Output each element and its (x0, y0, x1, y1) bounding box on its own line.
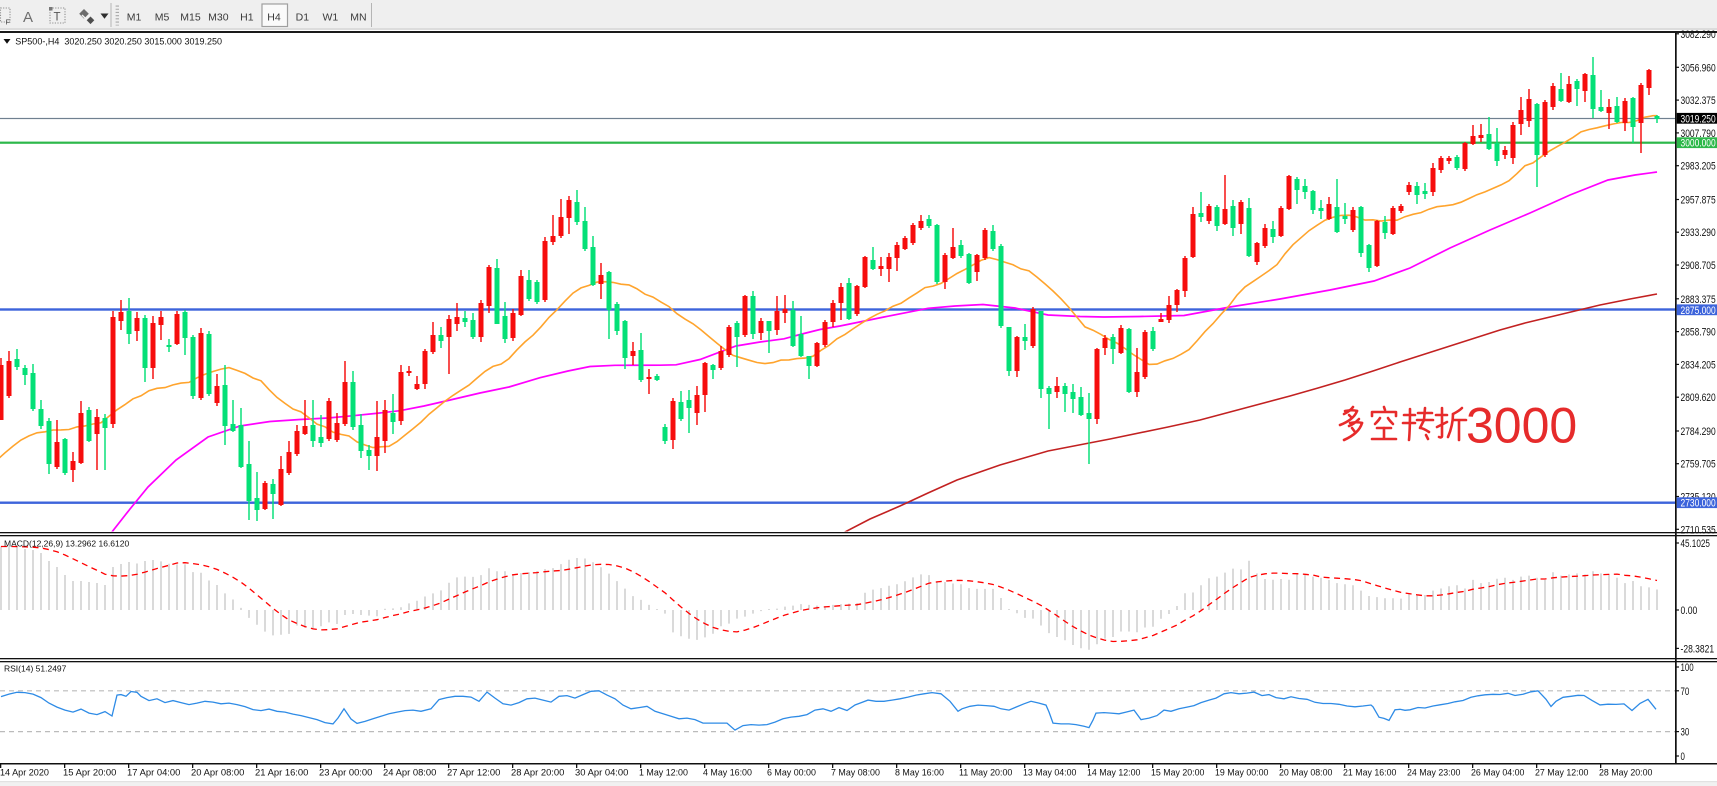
svg-text:F: F (6, 18, 11, 27)
svg-text:15 May 20:00: 15 May 20:00 (1151, 768, 1204, 778)
svg-text:2730.000: 2730.000 (1681, 498, 1716, 510)
svg-text:13 May 04:00: 13 May 04:00 (1023, 768, 1076, 778)
svg-text:7 May 08:00: 7 May 08:00 (831, 768, 880, 778)
svg-text:3082.290: 3082.290 (1681, 29, 1716, 41)
svg-text:70: 70 (1681, 686, 1690, 698)
svg-text:30: 30 (1681, 727, 1690, 739)
svg-text:20 Apr 08:00: 20 Apr 08:00 (191, 768, 244, 778)
svg-text:M30: M30 (208, 12, 229, 24)
svg-text:-28.3821: -28.3821 (1681, 643, 1715, 655)
svg-text:8 May 16:00: 8 May 16:00 (895, 768, 944, 778)
svg-text:SP500-,H4 3020.250 3020.250 3: SP500-,H4 3020.250 3020.250 3015.000 301… (15, 37, 222, 47)
svg-text:2759.705: 2759.705 (1681, 459, 1716, 471)
svg-text:2710.535: 2710.535 (1681, 524, 1716, 536)
svg-text:21 Apr 16:00: 21 Apr 16:00 (255, 768, 308, 778)
svg-text:30 Apr 04:00: 30 Apr 04:00 (575, 768, 628, 778)
svg-text:26 May 04:00: 26 May 04:00 (1471, 768, 1524, 778)
svg-text:14 Apr 2020: 14 Apr 2020 (0, 768, 49, 778)
svg-text:D1: D1 (296, 12, 310, 24)
svg-text:MN: MN (350, 12, 366, 24)
svg-text:A: A (23, 9, 33, 26)
svg-text:28 May 20:00: 28 May 20:00 (1599, 768, 1652, 778)
svg-text:W1: W1 (323, 12, 339, 24)
svg-text:20 May 08:00: 20 May 08:00 (1279, 768, 1332, 778)
svg-text:3000: 3000 (1466, 398, 1577, 454)
svg-text:21 May 16:00: 21 May 16:00 (1343, 768, 1396, 778)
svg-text:1 May 12:00: 1 May 12:00 (639, 768, 688, 778)
svg-text:2983.205: 2983.205 (1681, 161, 1716, 173)
svg-text:6 May 00:00: 6 May 00:00 (767, 768, 816, 778)
svg-text:2858.790: 2858.790 (1681, 327, 1716, 339)
svg-text:T: T (54, 12, 61, 24)
svg-text:0.00: 0.00 (1681, 605, 1698, 617)
svg-text:2784.290: 2784.290 (1681, 426, 1716, 438)
svg-text:3007.790: 3007.790 (1681, 128, 1716, 140)
svg-text:14 May 12:00: 14 May 12:00 (1087, 768, 1140, 778)
svg-text:28 Apr 20:00: 28 Apr 20:00 (511, 768, 564, 778)
svg-text:24 Apr 08:00: 24 Apr 08:00 (383, 768, 436, 778)
svg-text:RSI(14) 51.2497: RSI(14) 51.2497 (4, 664, 67, 674)
svg-text:3056.960: 3056.960 (1681, 62, 1716, 74)
svg-text:15 Apr 20:00: 15 Apr 20:00 (63, 768, 116, 778)
svg-text:4 May 16:00: 4 May 16:00 (703, 768, 752, 778)
svg-text:27 Apr 12:00: 27 Apr 12:00 (447, 768, 500, 778)
svg-text:24 May 23:00: 24 May 23:00 (1407, 768, 1460, 778)
svg-text:M5: M5 (155, 12, 170, 24)
svg-text:H1: H1 (240, 12, 254, 24)
svg-text:2933.290: 2933.290 (1681, 227, 1716, 239)
svg-text:27 May 12:00: 27 May 12:00 (1535, 768, 1588, 778)
svg-text:3000.000: 3000.000 (1681, 138, 1716, 150)
svg-text:0: 0 (1681, 751, 1685, 763)
svg-text:3019.250: 3019.250 (1681, 113, 1716, 125)
svg-text:45.1025: 45.1025 (1681, 538, 1710, 550)
svg-text:2875.000: 2875.000 (1681, 305, 1716, 317)
svg-text:2957.875: 2957.875 (1681, 195, 1716, 207)
svg-text:100: 100 (1681, 662, 1694, 674)
svg-text:2834.205: 2834.205 (1681, 359, 1716, 371)
svg-text:H4: H4 (267, 12, 281, 24)
svg-text:17 Apr 04:00: 17 Apr 04:00 (127, 768, 180, 778)
svg-text:MACD(12,26,9) 13.2962 16.6120: MACD(12,26,9) 13.2962 16.6120 (4, 539, 129, 549)
svg-text:3032.375: 3032.375 (1681, 95, 1716, 107)
svg-text:23 Apr 00:00: 23 Apr 00:00 (319, 768, 372, 778)
svg-text:2883.375: 2883.375 (1681, 294, 1716, 306)
svg-text:2908.705: 2908.705 (1681, 260, 1716, 272)
svg-text:11 May 20:00: 11 May 20:00 (959, 768, 1012, 778)
svg-text:19 May 00:00: 19 May 00:00 (1215, 768, 1268, 778)
svg-text:M15: M15 (180, 12, 201, 24)
svg-text:M1: M1 (127, 12, 142, 24)
svg-text:2809.620: 2809.620 (1681, 392, 1716, 404)
